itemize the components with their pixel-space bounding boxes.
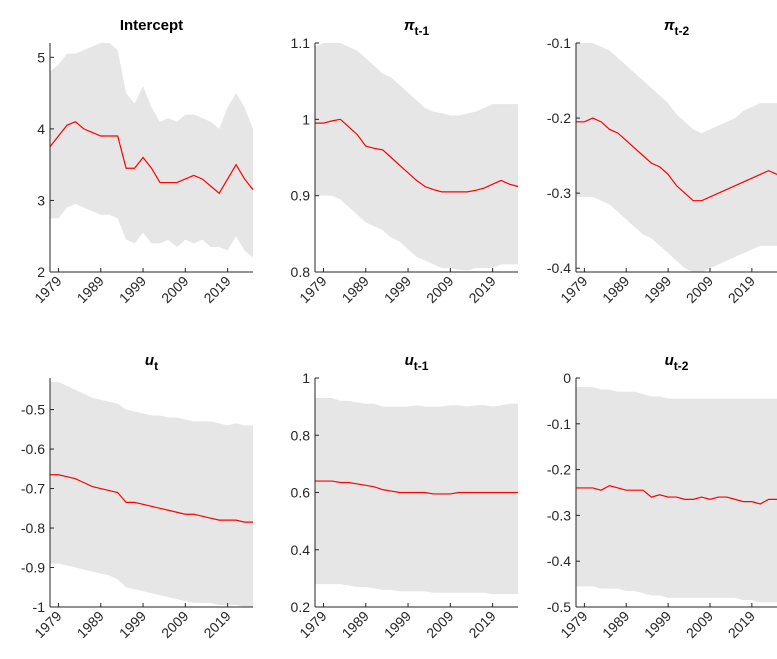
median-line bbox=[576, 484, 777, 505]
median-line bbox=[576, 117, 777, 202]
x-tick-label: 1989 bbox=[74, 608, 107, 641]
credible-band bbox=[576, 43, 777, 272]
x-tick-label: 2019 bbox=[200, 273, 233, 306]
y-tick-label: -0.9 bbox=[21, 560, 45, 576]
x-tick-label: 2019 bbox=[465, 273, 498, 306]
x-tick-label: 1999 bbox=[381, 273, 414, 306]
x-tick-label: 2019 bbox=[725, 273, 758, 306]
y-tick-label: -0.2 bbox=[547, 462, 571, 478]
x-tick-label: 1999 bbox=[116, 273, 149, 306]
x-tick-label: 1999 bbox=[381, 608, 414, 641]
y-tick-label: -0.5 bbox=[547, 599, 571, 615]
y-tick-label: -0.8 bbox=[21, 520, 45, 536]
x-tick-label: 2009 bbox=[683, 608, 716, 641]
title-main: π bbox=[664, 17, 675, 34]
x-tick-label: 2019 bbox=[200, 608, 233, 641]
median-line bbox=[315, 480, 518, 495]
y-tick-label: -0.4 bbox=[547, 260, 571, 276]
x-tick-label: 2019 bbox=[465, 608, 498, 641]
y-tick-label: 1 bbox=[302, 370, 310, 386]
title-main: u bbox=[665, 352, 674, 369]
x-tick-label: 1989 bbox=[74, 273, 107, 306]
title-subscript: t bbox=[154, 359, 158, 373]
title-main: π bbox=[404, 17, 415, 34]
y-tick-label: 3 bbox=[37, 192, 45, 208]
y-tick-label: 1.1 bbox=[291, 35, 311, 51]
y-tick-label: -0.5 bbox=[21, 402, 45, 418]
y-tick-label: 0.8 bbox=[291, 427, 311, 443]
x-tick-label: 1989 bbox=[599, 608, 632, 641]
x-tick-label: 2009 bbox=[683, 273, 716, 306]
panel-title: ut-2 bbox=[665, 352, 689, 373]
x-tick-label: 1989 bbox=[339, 273, 372, 306]
x-tick-label: 2009 bbox=[158, 273, 191, 306]
panel: -0.4 -0.3 -0.2 -0.1 1979 1989 1999 2009 2019 πt-2 bbox=[547, 17, 777, 306]
credible-band bbox=[315, 398, 518, 595]
median-line bbox=[315, 118, 519, 193]
x-tick-label: 1999 bbox=[641, 273, 674, 306]
x-tick-label: 1999 bbox=[116, 608, 149, 641]
title-main: Intercept bbox=[120, 17, 183, 34]
title-subscript: t-1 bbox=[415, 24, 430, 38]
y-tick-label: 0.8 bbox=[291, 264, 311, 280]
y-tick-label: -0.6 bbox=[21, 441, 45, 457]
credible-band bbox=[50, 381, 253, 607]
y-tick-label: -0.1 bbox=[547, 35, 571, 51]
y-tick-label: 0.6 bbox=[291, 485, 311, 501]
x-tick-label: 2009 bbox=[423, 273, 456, 306]
y-tick-label: 1 bbox=[302, 111, 310, 127]
x-tick-label: 2019 bbox=[725, 608, 758, 641]
title-subscript: t-2 bbox=[674, 359, 689, 373]
y-tick-label: 0.2 bbox=[291, 599, 311, 615]
y-tick-label: 0 bbox=[563, 370, 571, 386]
title-subscript: t-2 bbox=[675, 24, 690, 38]
y-tick-label: 4 bbox=[37, 121, 45, 137]
credible-band bbox=[315, 43, 518, 271]
y-tick-label: 0.9 bbox=[291, 188, 311, 204]
panel-title: ut bbox=[145, 352, 158, 373]
y-tick-label: 5 bbox=[37, 49, 45, 65]
y-tick-label: -0.1 bbox=[547, 416, 571, 432]
credible-band bbox=[50, 43, 253, 258]
title-main: u bbox=[405, 352, 414, 369]
panel-title: πt-2 bbox=[664, 17, 690, 38]
panel-title: ut-1 bbox=[405, 352, 429, 373]
y-tick-label: -0.3 bbox=[547, 185, 571, 201]
y-tick-label: -0.4 bbox=[547, 553, 571, 569]
y-tick-label: -0.7 bbox=[21, 481, 45, 497]
panel-title: πt-1 bbox=[404, 17, 430, 38]
x-tick-label: 1989 bbox=[339, 608, 372, 641]
x-tick-label: 2009 bbox=[158, 608, 191, 641]
y-tick-label: -1 bbox=[33, 599, 46, 615]
panel-title: Intercept bbox=[120, 17, 183, 34]
x-tick-label: 1989 bbox=[599, 273, 632, 306]
title-main: u bbox=[145, 352, 154, 369]
y-tick-label: -0.2 bbox=[547, 110, 571, 126]
y-tick-label: 2 bbox=[37, 264, 45, 280]
x-tick-label: 1999 bbox=[641, 608, 674, 641]
median-line bbox=[49, 121, 254, 195]
x-tick-label: 2009 bbox=[423, 608, 456, 641]
y-tick-label: 0.4 bbox=[291, 542, 311, 558]
median-line bbox=[50, 474, 253, 523]
x-tick-label: 1979 bbox=[557, 273, 590, 306]
y-tick-label: -0.3 bbox=[547, 507, 571, 523]
title-subscript: t-1 bbox=[414, 359, 429, 373]
credible-band bbox=[576, 387, 777, 603]
